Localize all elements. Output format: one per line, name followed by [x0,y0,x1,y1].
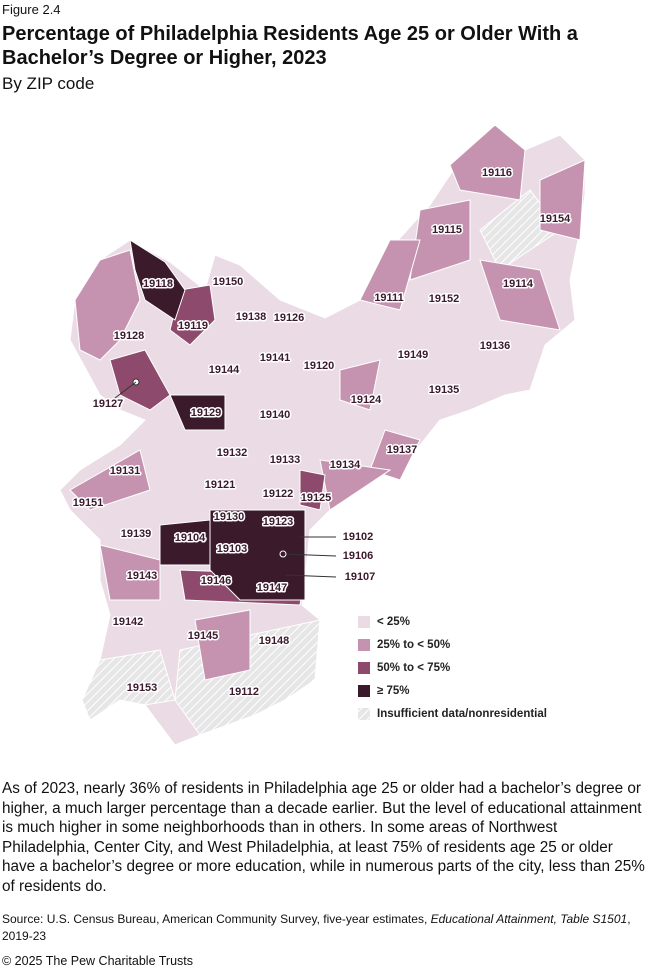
legend-label: 50% to < 75% [377,662,450,674]
zip-label: 19144 [209,364,240,376]
zip-label: 19138 [236,311,267,323]
zip-label: 19102 [343,531,374,543]
zip-label: 19131 [110,465,141,477]
zip-label: 19150 [213,276,244,288]
zip-area [195,610,250,680]
zip-label: 19125 [301,492,332,504]
map: 19116 19154 19115 19118 19150 19114 19111 19152… [0,100,649,760]
legend-swatch [358,616,370,628]
legend-swatch [358,685,370,697]
body-text: As of 2023, nearly 36% of residents in P… [2,779,647,897]
zip-label: 19141 [260,352,291,364]
legend-swatch [358,662,370,674]
zip-area [300,470,325,510]
legend-swatch [358,708,370,720]
copyright: © 2025 The Pew Charitable Trusts [2,954,193,968]
zip-label: 19152 [429,293,460,305]
zip-label: 19134 [330,459,361,471]
source-title: Educational Attainment, Table S1501 [431,912,628,926]
figure-label: Figure 2.4 [2,2,61,17]
title: Percentage of Philadelphia Residents Age… [2,22,602,70]
zip-label: 19120 [304,360,335,372]
legend-label: 25% to < 50% [377,639,450,651]
zip-label: 19137 [387,444,418,456]
zip-label: 19128 [114,330,145,342]
zip-label: 19107 [345,571,376,583]
zip-label: 19148 [259,635,290,647]
zip-label: 19153 [127,682,158,694]
zip-label: 19121 [205,479,236,491]
legend-label: Insufficient data/nonresidential [377,708,547,720]
zip-label: 19111 [374,292,403,304]
zip-label: 19119 [178,320,208,332]
zip-label: 19140 [260,409,291,421]
subtitle: By ZIP code [2,74,94,94]
zip-label: 19139 [121,528,152,540]
zip-label: 19145 [188,630,219,642]
zip-label: 19115 [432,224,462,236]
zip-area [450,125,525,200]
zip-label: 19104 [175,532,206,544]
page: Figure 2.4 {"figure_label": "Figure 2.4"… [0,0,649,970]
source: Source: U.S. Census Bureau, American Com… [2,911,647,945]
zip-label: 19143 [127,570,158,582]
source-text: Source: U.S. Census Bureau, American Com… [2,912,431,926]
zip-label: 19146 [201,575,232,587]
zip-label: 19147 [257,582,288,594]
map-shapes: 19116 19154 19115 19118 19150 19114 19111 19152… [60,125,585,745]
zip-label: 19132 [217,447,248,459]
zip-label: 19124 [351,394,382,406]
zip-label: 19123 [263,516,294,528]
legend-label: ≥ 75% [377,685,410,697]
zip-label: 19116 [482,167,512,179]
legend: < 25% 25% to < 50% 50% to < 75% ≥ 75% Insuff… [358,616,547,720]
zip-label: 19114 [503,278,534,290]
zip-label: 19106 [343,550,374,562]
zip-label: 19112 [229,686,259,698]
zip-label: 19129 [191,407,222,419]
zip-label: 19154 [540,213,571,225]
legend-swatch [358,639,370,651]
zip-label: 19122 [263,488,294,500]
zip-label: 19135 [429,384,460,396]
zip-label: 19126 [274,312,305,324]
zip-label: 19149 [398,349,429,361]
zip-label: 19151 [73,497,104,509]
body: Figure 2.4 Percentage of Philadelphia Re… [0,0,649,970]
zip-label: 19142 [113,616,144,628]
legend-label: < 25% [377,616,410,628]
zip-label: 19130 [214,511,245,523]
zip-label: 19127 [93,398,124,410]
zip-label: 19118 [143,278,173,290]
zip-label: 19103 [217,543,248,555]
zip-label: 19133 [270,454,301,466]
zip-label: 19136 [480,340,511,352]
